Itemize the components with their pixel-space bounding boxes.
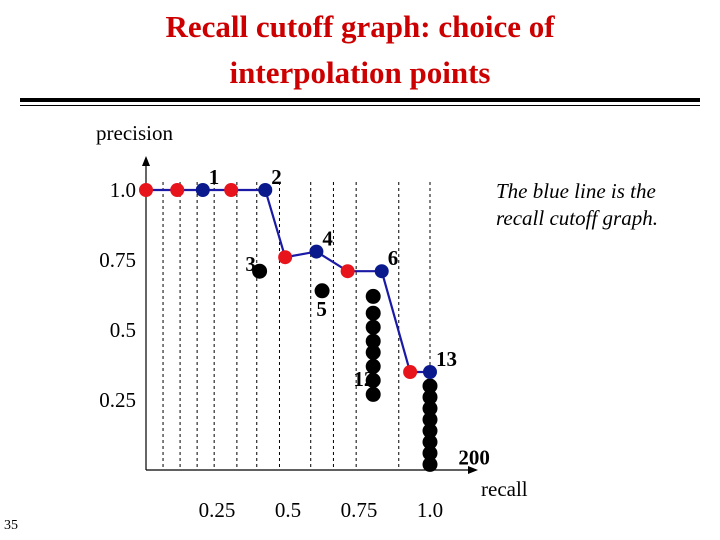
x-tick-label-2: 0.75 bbox=[341, 498, 378, 522]
tick-labels: 1.0 0.75 0.5 0.25 0.25 0.5 0.75 1.0 bbox=[99, 178, 443, 522]
x-tick-label-3: 1.0 bbox=[417, 498, 443, 522]
retrieved-doc-2 bbox=[365, 288, 381, 304]
rank-label-1: 1 bbox=[209, 165, 220, 189]
slide-number: 35 bbox=[4, 518, 18, 533]
retrieved-doc-10 bbox=[422, 378, 438, 394]
interpolated-point-9 bbox=[403, 365, 418, 379]
recall-gridlines bbox=[162, 182, 431, 470]
y-tick-label-2: 0.5 bbox=[110, 318, 136, 342]
annotation-2: 12 bbox=[353, 367, 374, 391]
retrieved-doc-6 bbox=[365, 344, 381, 360]
interpolated-point-1 bbox=[170, 183, 185, 197]
rank-point-6 bbox=[309, 244, 324, 259]
y-axis-label: precision bbox=[96, 121, 173, 145]
y-tick-label-3: 0.25 bbox=[99, 388, 136, 412]
x-axis-label: recall bbox=[481, 477, 528, 501]
interpolated-point-0 bbox=[139, 183, 153, 197]
title-line-2: interpolation points bbox=[229, 55, 491, 90]
rank-point-10 bbox=[423, 365, 437, 379]
interpolated-point-3 bbox=[224, 183, 239, 197]
x-tick-label-0: 0.25 bbox=[199, 498, 236, 522]
retrieved-doc-0 bbox=[252, 263, 268, 279]
retrieved-doc-9 bbox=[365, 386, 381, 402]
cutoff-line-0 bbox=[146, 188, 430, 374]
annotation-0: 3 bbox=[245, 252, 256, 276]
retrieved-doc-8 bbox=[365, 372, 381, 388]
retrieved-doc-4 bbox=[365, 319, 381, 335]
rank-label-4: 4 bbox=[322, 227, 333, 251]
retrieved-doc-14 bbox=[422, 423, 438, 439]
y-tick-label-1: 0.75 bbox=[99, 248, 136, 272]
retrieved-documents bbox=[252, 263, 438, 472]
slide-title: Recall cutoff graph: choice of interpola… bbox=[0, 4, 720, 96]
rank-point-2 bbox=[195, 183, 210, 197]
x-axis-arrow bbox=[468, 466, 478, 474]
rank-label-2: 2 bbox=[271, 165, 282, 189]
retrieved-doc-5 bbox=[365, 333, 381, 349]
retrieved-doc-12 bbox=[422, 400, 438, 416]
retrieved-doc-1 bbox=[314, 283, 330, 299]
retrieved-doc-3 bbox=[365, 305, 381, 321]
rank-point-8 bbox=[374, 264, 389, 279]
interpolated-point-5 bbox=[278, 250, 293, 265]
retrieved-doc-11 bbox=[422, 389, 438, 405]
retrieved-doc-15 bbox=[422, 434, 438, 450]
rank-label-13: 13 bbox=[436, 347, 457, 371]
retrieved-doc-16 bbox=[422, 445, 438, 461]
interpolated-point-7 bbox=[340, 264, 355, 279]
retrieved-doc-7 bbox=[365, 358, 381, 374]
y-tick-label-0: 1.0 bbox=[110, 178, 136, 202]
annotation-1: 5 bbox=[316, 297, 327, 321]
y-axis-arrow bbox=[142, 156, 150, 166]
annotations: 3 5 12 200 bbox=[245, 252, 490, 469]
cutoff-note: The blue line is the recall cutoff graph… bbox=[496, 179, 658, 230]
title-line-1: Recall cutoff graph: choice of bbox=[165, 9, 555, 44]
cutoff-series: 1 2 4 6 13 bbox=[139, 165, 457, 379]
retrieved-doc-13 bbox=[422, 412, 438, 428]
annotation-3: 200 bbox=[458, 445, 490, 469]
title-rule-thin bbox=[20, 105, 700, 106]
x-tick-label-1: 0.5 bbox=[275, 498, 301, 522]
retrieved-doc-17 bbox=[422, 456, 438, 472]
chart-axes bbox=[142, 156, 478, 474]
rank-point-4 bbox=[258, 183, 273, 197]
rank-label-6: 6 bbox=[388, 246, 399, 270]
title-rule-thick bbox=[20, 98, 700, 102]
